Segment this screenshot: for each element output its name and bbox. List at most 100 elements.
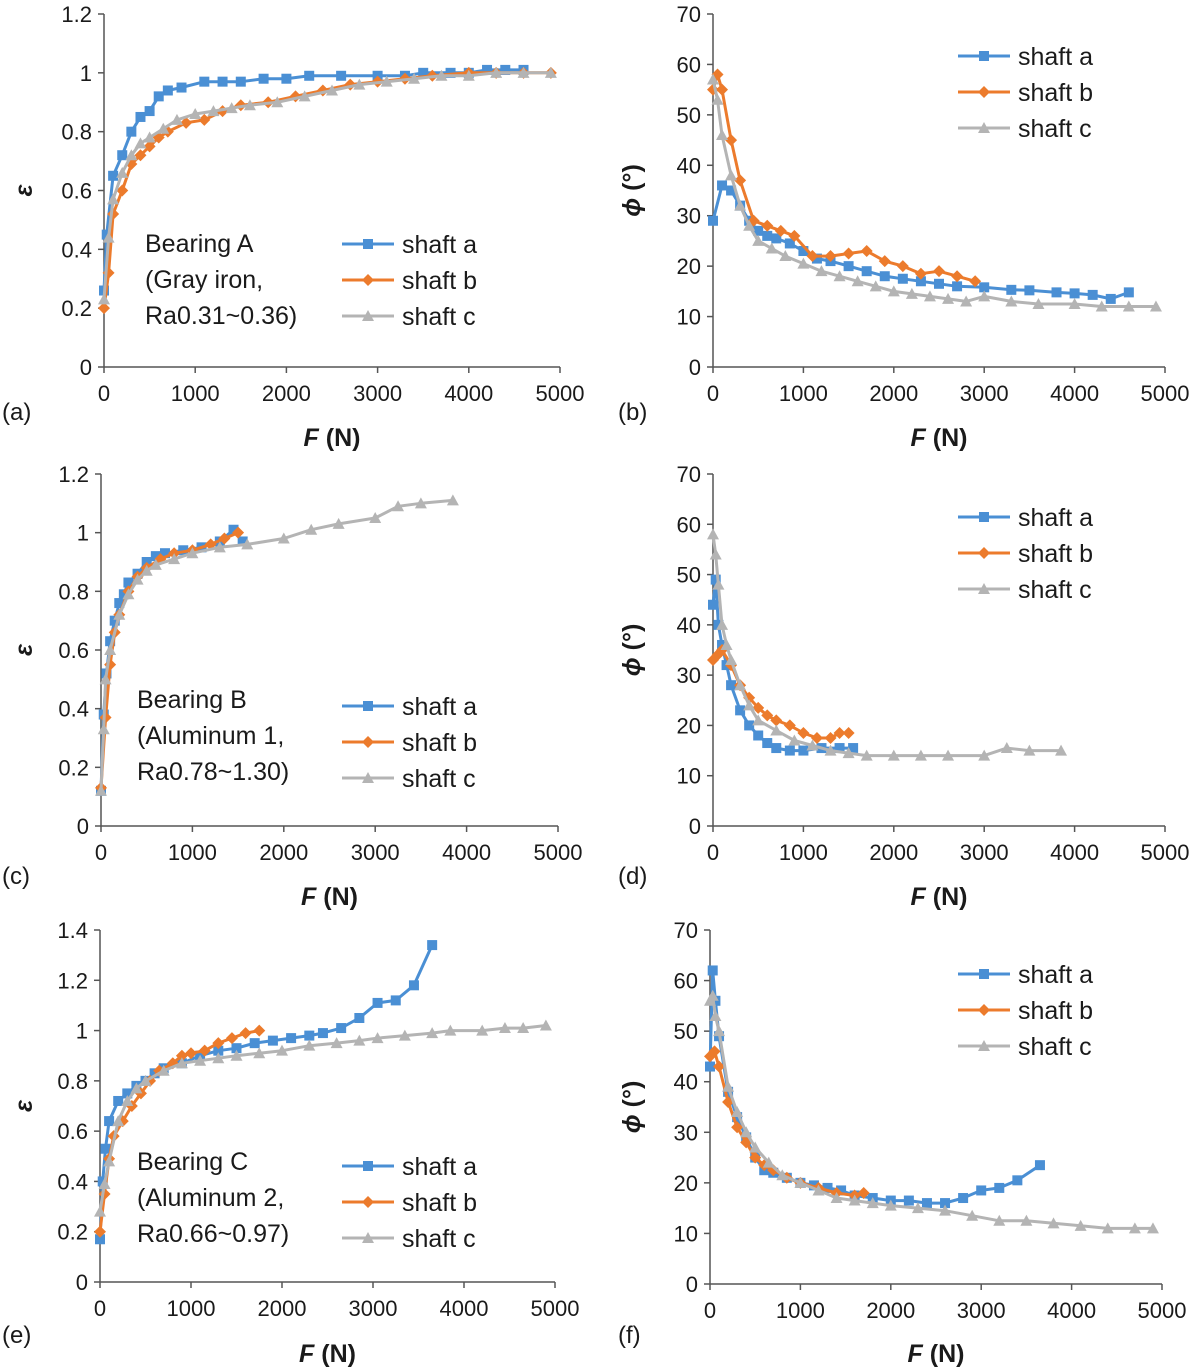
x-tick-label: 5000 [534, 840, 583, 865]
data-point [783, 719, 796, 732]
y-tick-label: 50 [677, 563, 701, 588]
data-point [230, 1049, 243, 1061]
x-axis-label: F (N) [299, 1340, 356, 1368]
legend-label: shaft c [1018, 576, 1092, 604]
chart-panel-c: 0 0.2 0.4 0.6 0.8 1 1.2 0 1000 2000 3000 4000 5000 F … [2, 462, 582, 911]
data-point [836, 1185, 847, 1196]
y-tick-label: 1.2 [58, 462, 89, 487]
data-point [122, 1088, 133, 1099]
data-point [159, 548, 170, 559]
data-point [114, 598, 125, 609]
data-point [939, 1204, 952, 1216]
panel-label: (d) [618, 863, 647, 890]
legend-marker [362, 274, 374, 286]
panel-label: (c) [2, 863, 30, 890]
data-point [212, 1037, 225, 1050]
data-point [131, 573, 144, 585]
x-tick-label: 0 [704, 1298, 716, 1323]
panel-label: (b) [618, 399, 647, 426]
data-point [723, 1086, 734, 1097]
legend-label: shaft b [1018, 79, 1093, 107]
legend-label: shaft b [1018, 540, 1093, 568]
y-tick-label: 70 [677, 2, 701, 27]
data-point [482, 64, 493, 75]
data-point [716, 129, 729, 141]
data-point [774, 224, 787, 237]
data-point [842, 726, 855, 739]
data-point [98, 293, 110, 305]
data-point [123, 577, 134, 588]
data-point [762, 230, 773, 241]
data-point [116, 184, 129, 197]
data-point [476, 1024, 489, 1036]
data-point [446, 494, 459, 506]
data-point [122, 588, 135, 600]
data-point [969, 275, 982, 288]
data-point [860, 245, 873, 258]
data-point [144, 106, 155, 117]
data-point [414, 497, 427, 509]
data-point [281, 73, 292, 84]
data-point [239, 1027, 252, 1040]
y-tick-label: 60 [674, 969, 698, 994]
data-point [117, 150, 128, 161]
data-point [942, 749, 955, 761]
legend-marker [362, 772, 374, 783]
legend-marker [362, 310, 374, 321]
data-point [298, 90, 311, 102]
chart-panel-e: 0 0.2 0.4 0.6 0.8 1 1.2 1.4 0 1000 2000 3000 4000 500… [2, 918, 579, 1368]
data-point [1074, 1219, 1087, 1231]
chart-panel-a: 0 0.2 0.4 0.6 0.8 1 1.2 0 1000 2000 3000 4000 5000 F … [2, 2, 584, 452]
data-point [952, 281, 963, 292]
data-point [101, 229, 112, 240]
legend: shaft a shaft b shaft c [342, 231, 477, 331]
series-shaft-a [708, 180, 1134, 304]
panel-label: (e) [2, 1322, 31, 1349]
data-point [94, 1205, 106, 1217]
x-tick-label: 1000 [167, 1296, 216, 1321]
legend-label: shaft c [402, 1225, 476, 1253]
data-point [121, 1094, 134, 1106]
data-point [199, 76, 210, 87]
data-point [914, 749, 927, 761]
legend-label: shaft c [1018, 115, 1092, 143]
data-point [710, 574, 721, 585]
data-point [914, 267, 927, 280]
legend-marker [363, 701, 373, 711]
data-point [726, 185, 737, 196]
data-point [743, 699, 756, 711]
data-point [241, 538, 254, 550]
data-point [976, 1185, 987, 1196]
data-point [267, 1035, 278, 1046]
legend-marker [979, 51, 989, 61]
y-tick-label: 40 [677, 153, 701, 178]
data-point [830, 1192, 843, 1204]
data-point [1047, 1217, 1060, 1229]
legend: shaft a shaft b shaft c [342, 693, 477, 793]
y-axis-label: ε [10, 643, 38, 656]
data-point [353, 78, 366, 90]
data-point [218, 532, 231, 545]
x-tick-label: 4000 [442, 840, 491, 865]
data-point [103, 1155, 116, 1167]
legend-label: shaft c [402, 765, 476, 793]
data-point [752, 714, 765, 726]
data-point [207, 105, 220, 117]
data-point [824, 732, 837, 744]
data-point [517, 1022, 530, 1034]
data-point [1032, 297, 1045, 309]
series-shaft-c [704, 989, 1159, 1234]
y-axis-label: ε [10, 1099, 38, 1112]
data-point [213, 1045, 224, 1056]
data-point [118, 589, 129, 600]
data-point [749, 1141, 762, 1153]
x-tick-label: 0 [707, 381, 719, 406]
data-point [732, 1112, 743, 1123]
data-point [98, 1177, 111, 1189]
data-point [716, 618, 729, 630]
data-point [126, 126, 137, 137]
x-tick-label: 1000 [168, 840, 217, 865]
x-tick-label: 2000 [869, 381, 918, 406]
data-point [303, 1039, 316, 1051]
y-tick-label: 20 [674, 1171, 698, 1196]
